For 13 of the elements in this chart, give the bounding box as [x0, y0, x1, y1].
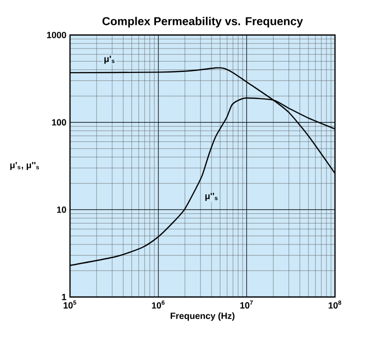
y-tick-label: 100 — [52, 119, 66, 126]
annotation: μ''$_{s}$ — [205, 192, 218, 201]
x-tick-label: 10$^{8}$ — [328, 300, 342, 309]
x-tick-label: 10$^{5}$ — [64, 300, 76, 309]
chart-title: Complex Permeability vs. Frequency — [102, 16, 303, 28]
y-tick-label: 1 — [62, 294, 66, 300]
x-tick-label: 10$^{6}$ — [152, 300, 165, 309]
x-axis-title: Frequency (Hz) — [170, 312, 234, 321]
y-tick-label: 10 — [57, 206, 66, 213]
annotation: μ'$_{s}$ — [104, 56, 114, 64]
y-tick-label: 1000 — [47, 32, 66, 38]
y-axis-title: μ'$_{s}$, μ''$_{s}$ — [10, 162, 39, 170]
x-tick-label: 10$^{7}$ — [240, 300, 253, 309]
